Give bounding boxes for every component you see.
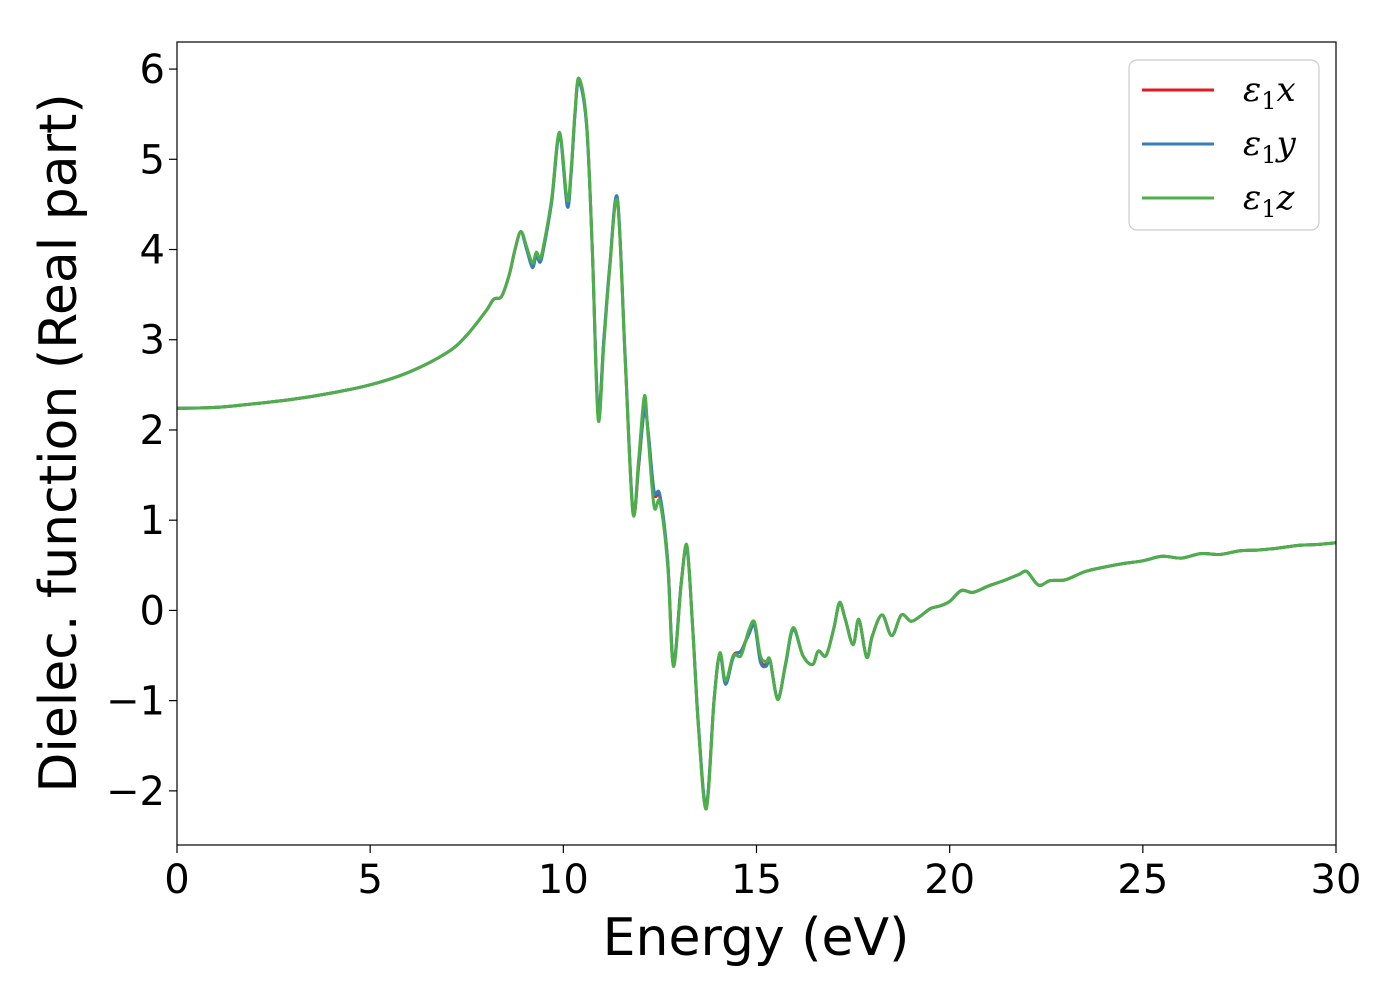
legend-label-x: ε1x — [1243, 70, 1296, 115]
y-tick-label: 5 — [140, 137, 165, 183]
legend: ε1x ε1y ε1z — [1128, 59, 1320, 231]
x-tick-label: 25 — [1117, 857, 1168, 903]
legend-box — [1128, 59, 1320, 231]
y-tick-label: −2 — [106, 769, 165, 815]
x-tick-label: 5 — [357, 857, 382, 903]
x-axis-ticks: 0 5 10 15 20 25 30 — [164, 845, 1361, 903]
y-tick-label: 4 — [140, 228, 165, 274]
y-tick-label: 3 — [140, 318, 165, 364]
x-tick-label: 10 — [538, 857, 589, 903]
y-axis-label: Dielec. function (Real part) — [29, 93, 89, 792]
y-tick-label: 2 — [140, 408, 165, 454]
x-axis-label: Energy (eV) — [603, 908, 910, 968]
x-tick-label: 0 — [164, 857, 189, 903]
series-layer — [176, 76, 1337, 811]
legend-label-y: ε1y — [1243, 124, 1297, 169]
y-tick-label: 6 — [140, 47, 165, 93]
y-tick-label: 0 — [140, 588, 165, 634]
series-line-z — [176, 76, 1337, 811]
x-tick-label: 30 — [1311, 857, 1362, 903]
y-tick-label: 1 — [140, 498, 165, 544]
x-tick-label: 15 — [731, 857, 782, 903]
y-axis-ticks: −2 −1 0 1 2 3 4 5 6 — [106, 47, 177, 815]
y-tick-label: −1 — [106, 679, 165, 725]
legend-label-z: ε1z — [1243, 178, 1296, 223]
x-tick-label: 20 — [924, 857, 975, 903]
